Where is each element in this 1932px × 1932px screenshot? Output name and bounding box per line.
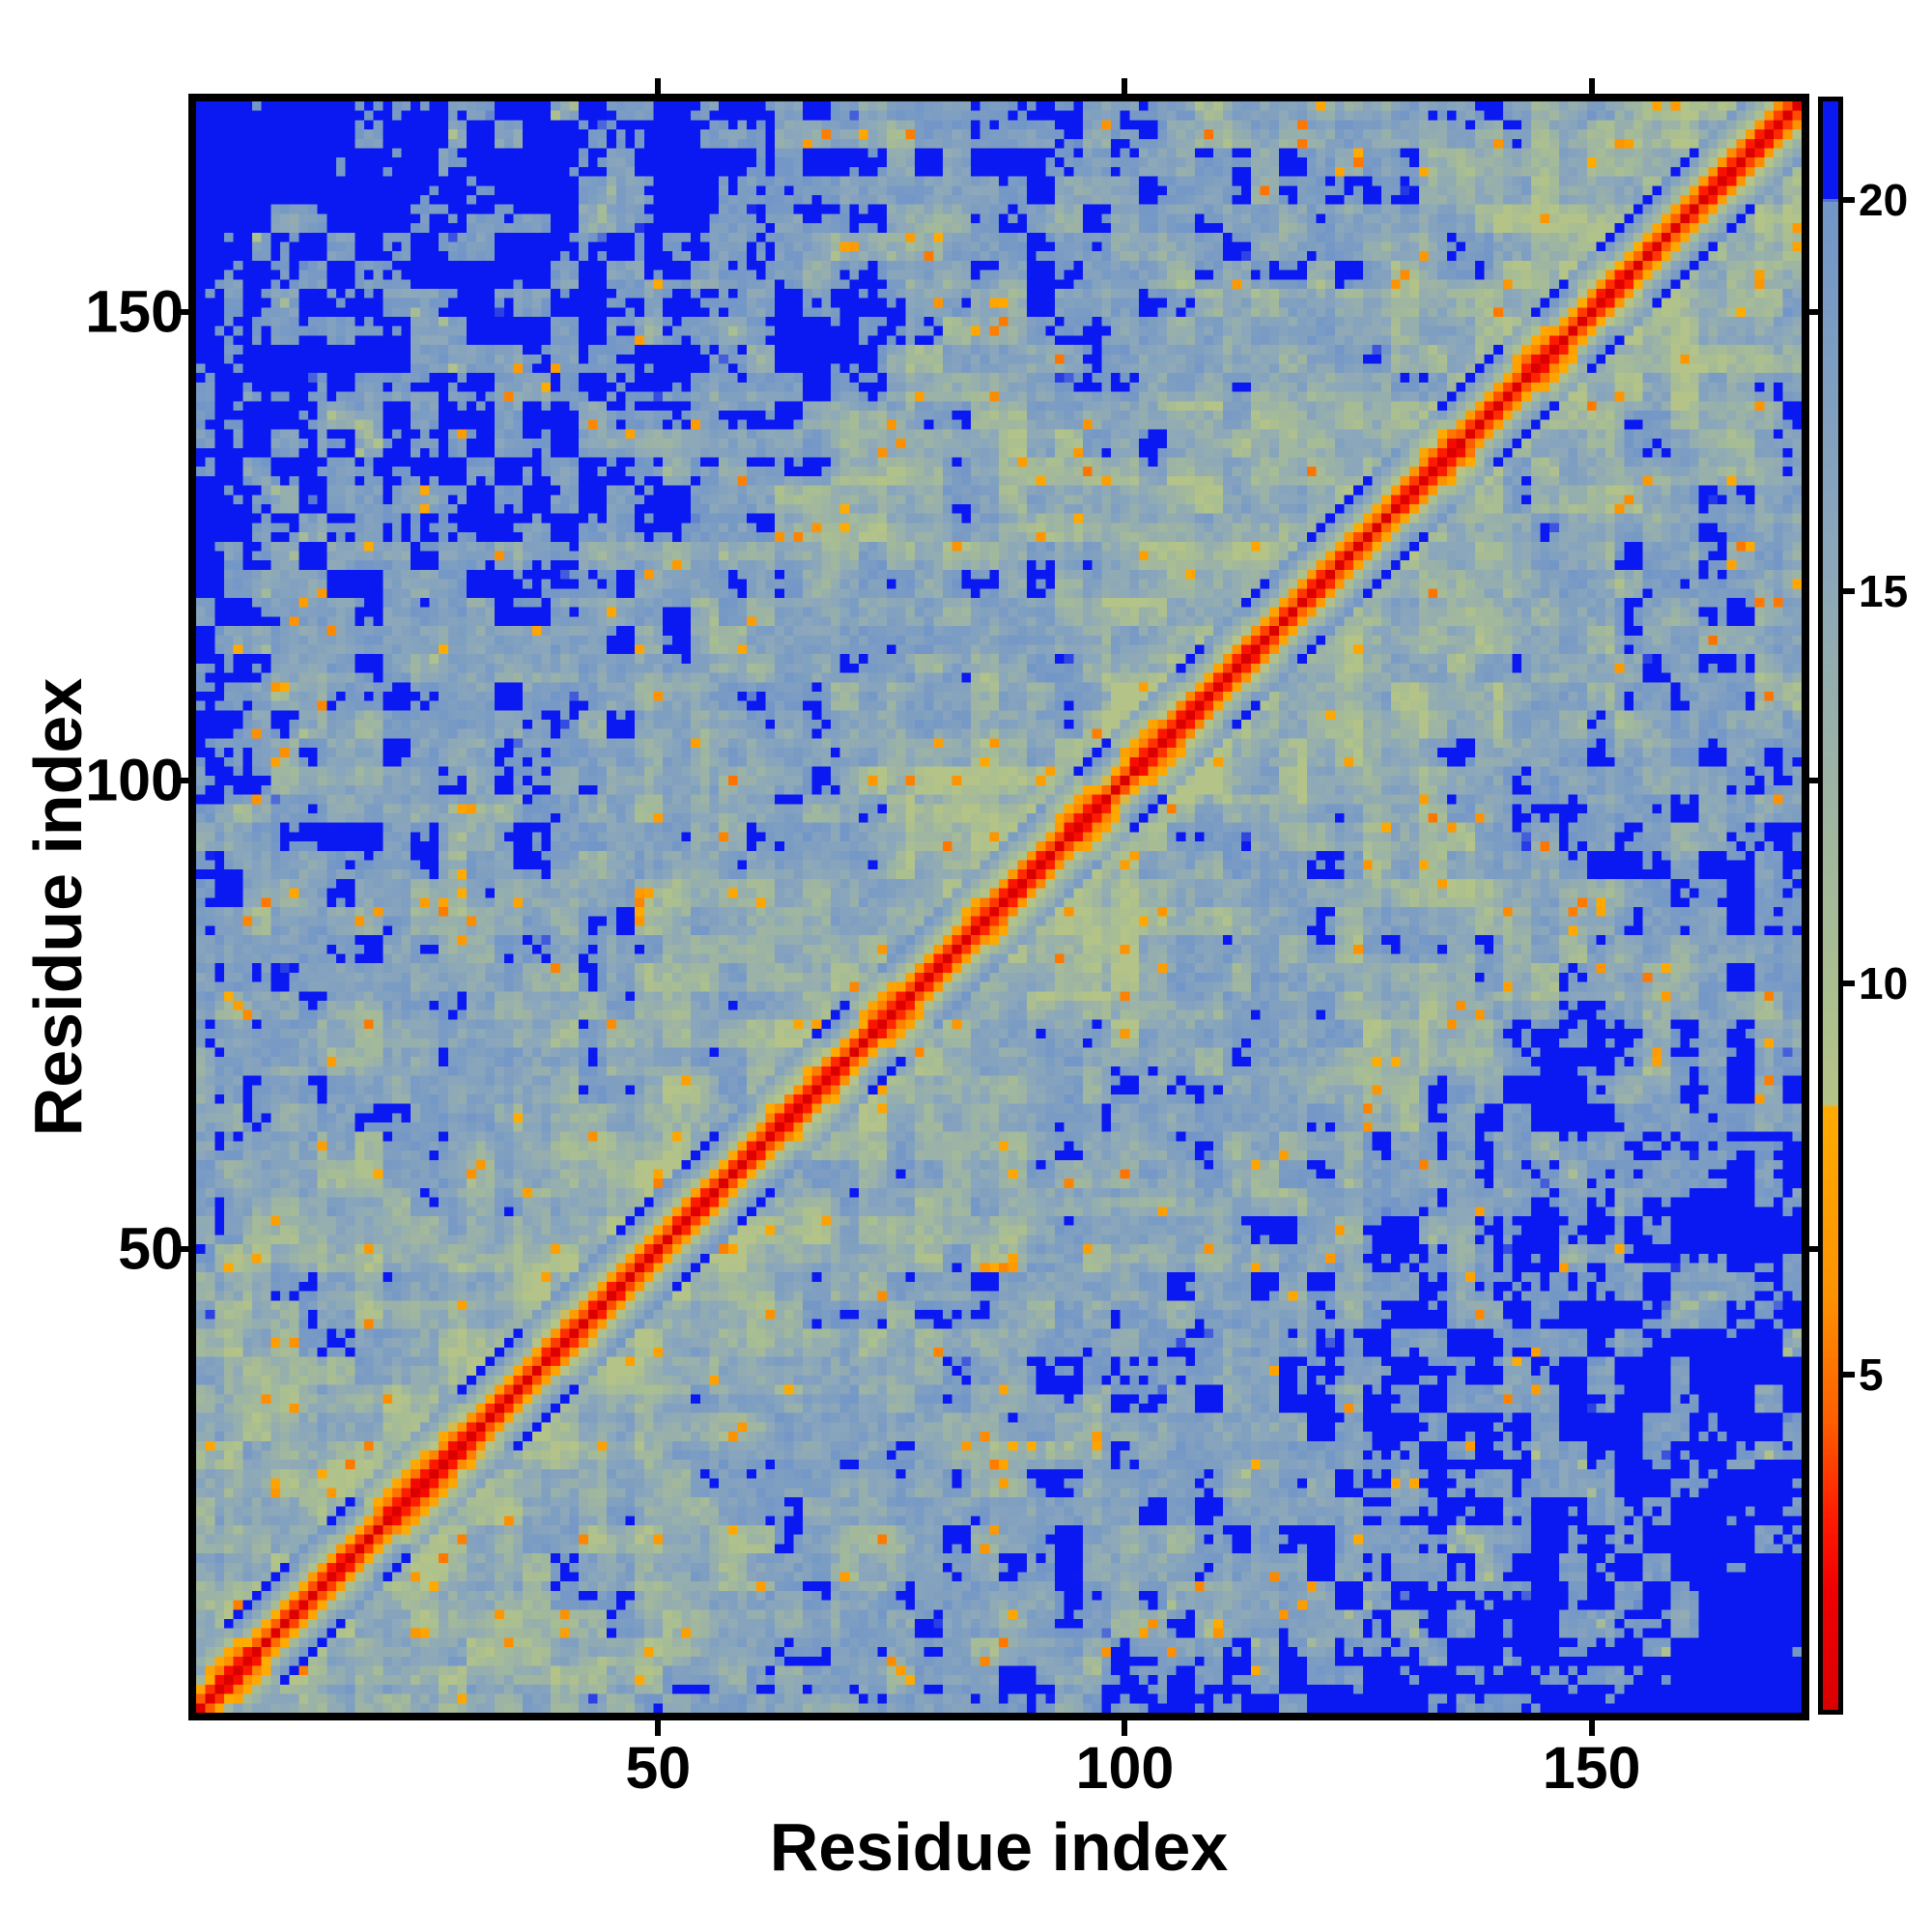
x-axis-title: Residue index <box>769 1809 1229 1885</box>
x-tick-top <box>655 78 662 94</box>
colorbar-tick <box>1843 197 1855 204</box>
y-tick-right <box>1809 778 1823 784</box>
colorbar-tick-label: 20 <box>1859 175 1909 226</box>
y-tick-right <box>1809 309 1823 316</box>
x-tick-bottom <box>1122 1720 1128 1736</box>
colorbar-tick-label: 5 <box>1859 1350 1884 1401</box>
y-tick-label: 100 <box>85 747 184 813</box>
x-tick-bottom <box>655 1720 662 1736</box>
x-tick-label: 50 <box>625 1735 692 1801</box>
x-tick-top <box>1122 78 1128 94</box>
y-tick-label: 150 <box>85 278 184 345</box>
x-tick-bottom <box>1588 1720 1595 1736</box>
x-tick-label: 100 <box>1075 1735 1175 1801</box>
colorbar-tick <box>1843 588 1855 595</box>
heatmap-canvas <box>196 101 1802 1713</box>
plot-frame <box>188 94 1809 1720</box>
y-tick-label: 50 <box>118 1215 184 1282</box>
y-tick-left <box>173 778 188 784</box>
x-tick-top <box>1588 78 1595 94</box>
colorbar-tick <box>1843 980 1855 986</box>
y-tick-right <box>1809 1245 1823 1252</box>
colorbar-tick-label: 10 <box>1859 957 1909 1009</box>
colorbar-canvas <box>1823 101 1838 1710</box>
x-tick-label: 150 <box>1542 1735 1641 1801</box>
colorbar-tick-label: 15 <box>1859 566 1909 617</box>
y-tick-left <box>173 309 188 316</box>
y-tick-left <box>173 1245 188 1252</box>
y-axis-title: Residue index <box>20 677 96 1137</box>
colorbar-tick <box>1843 1372 1855 1378</box>
colorbar-frame <box>1818 97 1843 1715</box>
